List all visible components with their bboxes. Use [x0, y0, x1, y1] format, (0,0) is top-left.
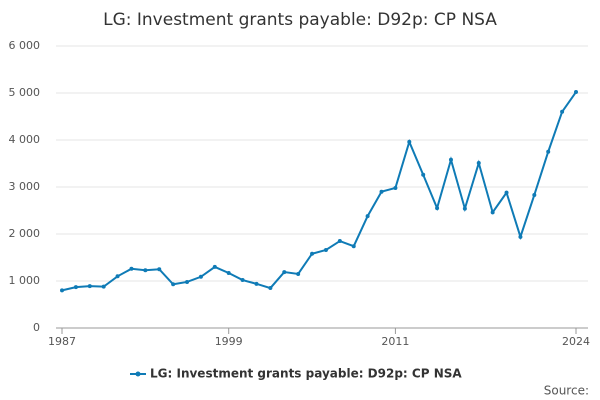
- data-point: [143, 268, 148, 273]
- data-point: [282, 270, 287, 275]
- data-point: [476, 161, 481, 166]
- data-point: [421, 172, 426, 177]
- data-point: [532, 192, 537, 197]
- data-point: [87, 284, 92, 289]
- data-point: [115, 274, 120, 279]
- y-tick-label: 5 000: [9, 86, 41, 99]
- legend-marker: [135, 371, 141, 377]
- data-point: [504, 190, 509, 195]
- data-point: [101, 284, 106, 289]
- legend-label: LG: Investment grants payable: D92p: CP …: [150, 367, 462, 381]
- data-point: [379, 189, 384, 194]
- x-tick-label: 2024: [562, 335, 590, 348]
- data-point: [310, 251, 315, 256]
- x-tick-label: 1987: [48, 335, 76, 348]
- x-tick-label: 1999: [215, 335, 243, 348]
- y-tick-label: 6 000: [9, 39, 41, 52]
- data-point: [490, 210, 495, 215]
- y-tick-label: 2 000: [9, 227, 41, 240]
- data-point: [296, 271, 301, 276]
- x-tick-label: 2011: [381, 335, 409, 348]
- data-point: [435, 206, 440, 211]
- data-point: [157, 267, 162, 272]
- source: Source:: [544, 384, 589, 398]
- data-point: [393, 185, 398, 190]
- data-point: [60, 288, 64, 293]
- data-point: [546, 149, 551, 154]
- data-point: [212, 264, 217, 269]
- y-tick-label: 0: [33, 321, 40, 334]
- data-point: [462, 206, 467, 211]
- data-point: [254, 281, 259, 286]
- data-point: [365, 214, 370, 219]
- data-point: [407, 139, 412, 144]
- data-point: [185, 279, 190, 284]
- data-point: [560, 109, 565, 114]
- data-point: [448, 157, 453, 162]
- y-tick-label: 3 000: [9, 180, 41, 193]
- data-point: [73, 285, 78, 290]
- data-point: [323, 247, 328, 252]
- data-point: [240, 278, 245, 283]
- data-point: [337, 239, 342, 244]
- data-line: [61, 91, 577, 292]
- chart-title: LG: Investment grants payable: D92p: CP …: [103, 10, 497, 30]
- data-point: [518, 234, 523, 239]
- data-point: [198, 274, 203, 279]
- data-point: [226, 271, 231, 276]
- y-tick-label: 4 000: [9, 133, 41, 146]
- data-point: [171, 282, 176, 287]
- data-point: [129, 266, 134, 271]
- data-point: [268, 286, 273, 291]
- data-point: [574, 90, 578, 95]
- data-point: [351, 244, 356, 249]
- y-tick-label: 1 000: [9, 274, 41, 287]
